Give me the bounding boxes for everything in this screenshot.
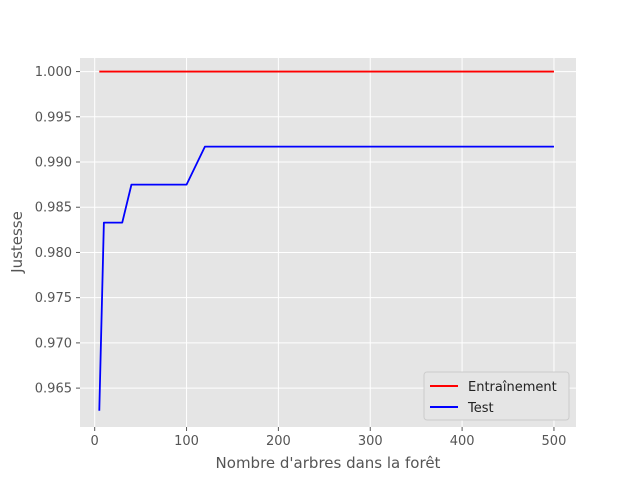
y-tick-label: 0.970 [35, 336, 72, 351]
legend: Entraînement Test [423, 371, 570, 421]
y-tick-label: 0.995 [35, 110, 72, 125]
y-tick-label: 0.985 [35, 201, 72, 216]
plot-area [80, 58, 576, 427]
x-tick-label: 100 [174, 434, 199, 449]
x-ticks: 0 100 200 300 400 500 [91, 427, 567, 449]
series-line-test [98, 145, 554, 411]
legend-label-test: Test [467, 401, 494, 416]
y-tick-label: 0.965 [35, 382, 72, 397]
y-tick-label: 1.000 [35, 65, 72, 80]
y-tick-label: 0.980 [35, 246, 72, 261]
y-ticks: 0.965 0.970 0.975 0.980 0.985 0.990 0.995 1.000 [35, 65, 80, 397]
x-tick-label: 200 [266, 434, 291, 449]
legend-box [423, 371, 570, 421]
x-tick-label: 300 [358, 434, 383, 449]
x-tick-label: 500 [542, 434, 567, 449]
y-tick-label: 0.990 [35, 156, 72, 171]
series-layer [98, 70, 554, 411]
y-axis-label: Justesse [8, 211, 26, 274]
x-tick-label: 0 [91, 434, 99, 449]
y-tick-label: 0.975 [35, 291, 72, 306]
x-tick-label: 400 [450, 434, 475, 449]
x-axis-label: Nombre d'arbres dans la forêt [216, 454, 441, 472]
legend-label-entrainement: Entraînement [468, 380, 557, 395]
